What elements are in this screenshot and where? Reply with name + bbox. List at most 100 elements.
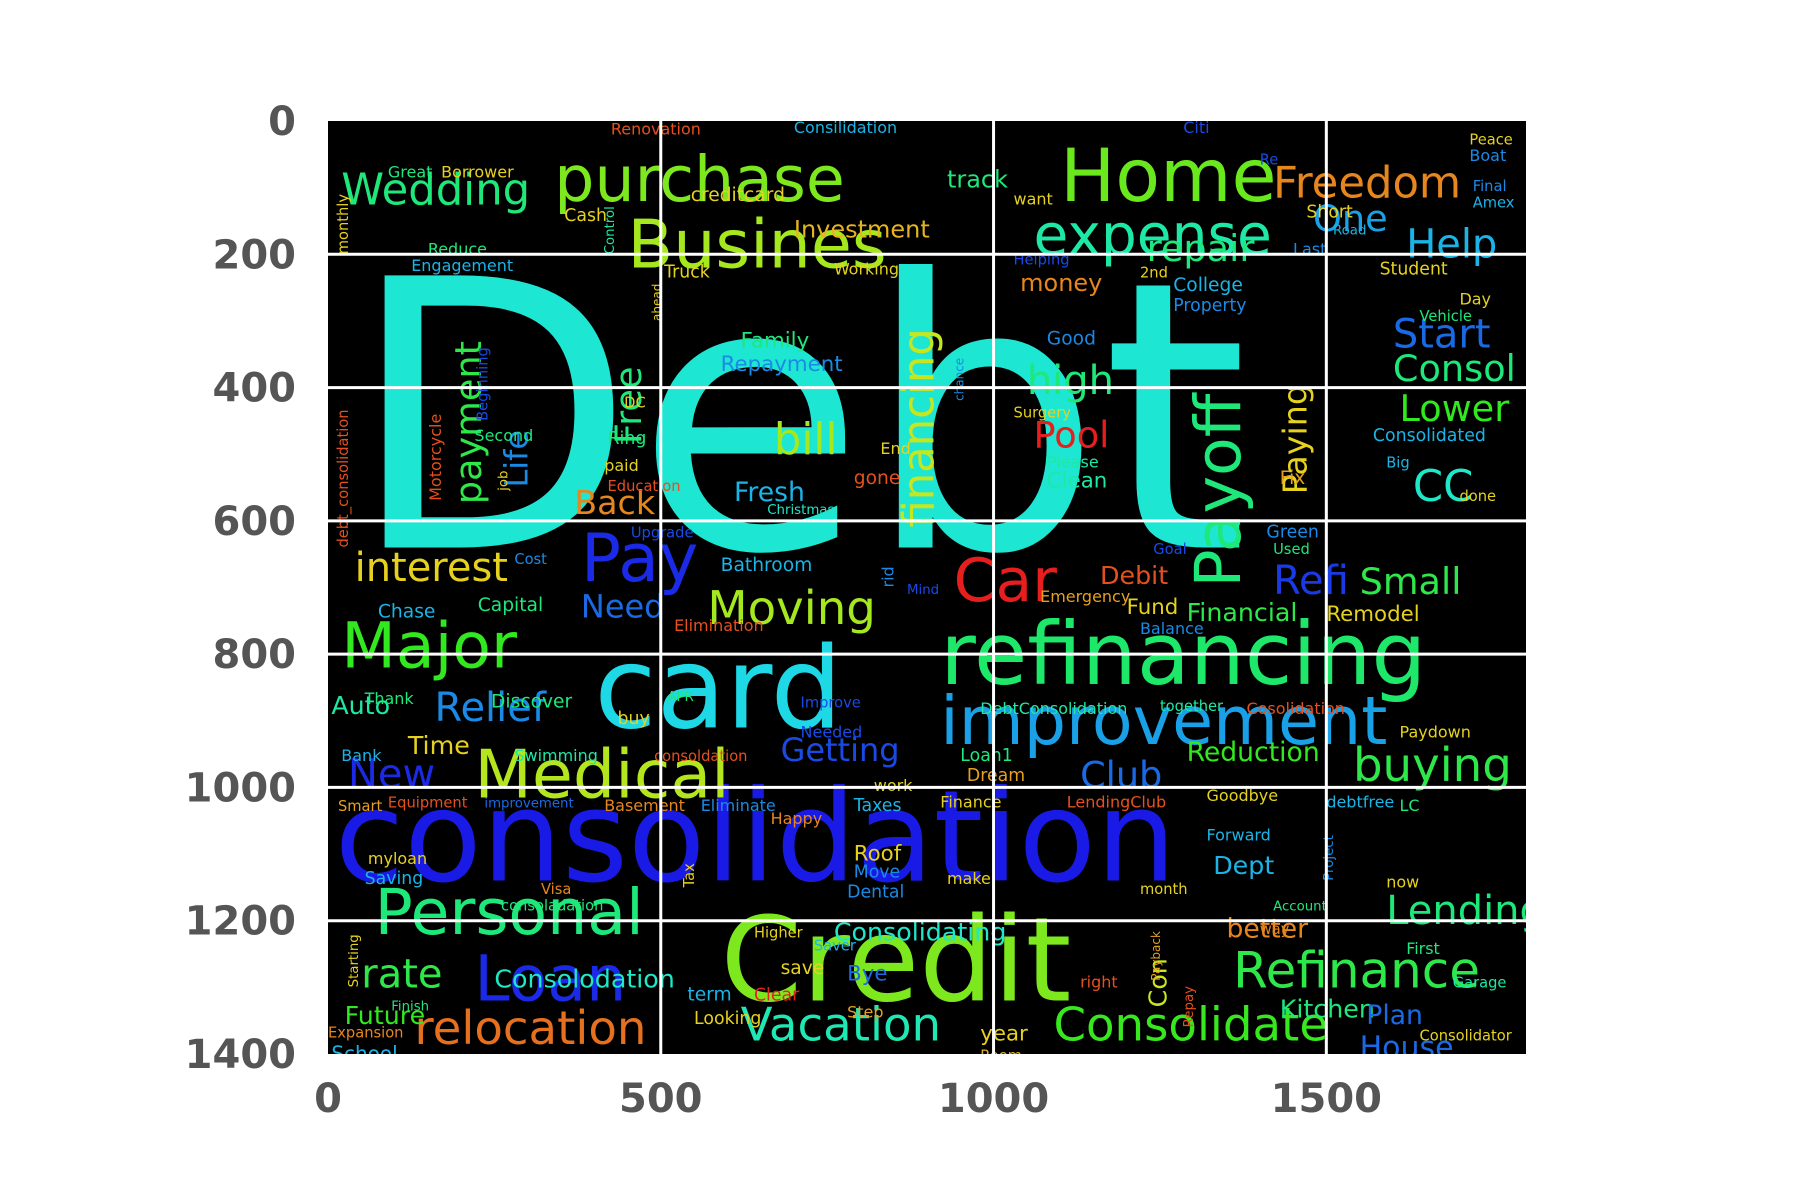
word-auto: Auto [331,690,390,720]
word-investment: Investment [794,216,930,244]
word-happy: Happy [771,809,823,828]
word-consolodation: Consolodation [494,963,674,993]
word-reduction: Reduction [1187,737,1320,768]
word-college: College [1173,275,1243,296]
word-work: work [874,776,913,795]
word-moving: Moving [707,582,876,636]
word-better: better [1227,913,1309,944]
word-payment: payment [447,341,490,504]
y-tick-label-200: 200 [213,232,297,278]
word-save: save [781,958,825,979]
word-citi: Citi [1183,118,1209,137]
y-tick-label-0: 0 [268,99,296,145]
word-bill: bill [774,415,838,465]
word-term: term [687,985,731,1006]
word-green: Green [1266,523,1318,543]
word-medical: Medical [474,735,729,813]
word-first: First [1406,939,1440,958]
word-dept: Dept [1213,850,1274,880]
x-tick-label-0: 0 [314,1076,342,1122]
word-borrower: Borrower [441,163,514,182]
word-forward: Forward [1207,826,1271,845]
word-financing: financing [895,328,945,527]
word-refinance: Refinance [1233,941,1480,999]
word-remodel: Remodel [1326,602,1419,627]
word-car: Car [954,546,1058,616]
word-repayment: Repayment [721,352,843,377]
word-lendingclub: LendingClub [1067,792,1166,811]
word-make: make [947,869,991,888]
word-mind: Mind [907,583,939,598]
y-tick-label-1200: 1200 [185,899,296,945]
word-education: Education [608,478,681,495]
word-taxes: Taxes [853,796,902,816]
word-finance: Finance [940,792,1001,811]
word-capital: Capital [478,595,543,616]
y-tick-label-1400: 1400 [185,1032,296,1078]
word-major: Major [341,608,518,682]
word-expansion: Expansion [328,1024,403,1041]
word-back: Back [574,483,656,522]
word-project: Project [1322,835,1337,881]
word-home: Home [1060,134,1276,219]
word-rate: rate [361,951,442,997]
word-life: Life [498,430,536,488]
word-expense: expense [1033,202,1271,268]
word-elimination: Elimination [674,616,764,635]
word-emergency: Emergency [1040,587,1130,606]
word-thank: Thank [364,689,415,708]
word-plan: Plan [1366,1000,1423,1031]
word-bank: Bank [341,746,382,765]
word-repay: Repay [1182,986,1197,1027]
word-final: Final [1473,178,1507,195]
word-club: Club [1080,753,1162,796]
word-want: want [1014,189,1053,208]
word-ring: Ring [608,429,647,449]
word-cosolidation: Cosolidation [1246,699,1345,718]
word-balance: Balance [1140,619,1204,638]
word-please: Please [1047,453,1099,472]
word-buy: buy [618,709,650,729]
word-apr: APR [667,690,693,705]
word-getting: Getting [781,731,900,769]
word-goal: Goal [1153,541,1186,558]
word-christmas: Christmas [767,503,834,518]
word-busines: Busines [628,206,887,284]
y-tick-label-800: 800 [213,632,297,678]
word-swimming: Swimming [514,746,598,765]
word-truck: Truck [663,263,710,283]
word-cash: Cash [564,206,607,226]
word-consol: Consol [1393,347,1516,390]
word-improvement: improvement [484,796,573,811]
x-tick-label-1500: 1500 [1271,1076,1382,1122]
word-step: Step [847,1002,883,1021]
word-purchase: purchase [554,142,845,216]
word-rid: rid [879,566,898,587]
word-eliminate: Eliminate [701,796,776,815]
word-dc: DC [624,395,646,412]
word-money: money [1020,269,1102,297]
word-credit: Credit [721,893,1072,1029]
word-short: Short [1306,203,1353,223]
word-cost: Cost [514,551,547,568]
word-improvement: improvement [940,682,1387,760]
word-consoldation: consoldation [654,748,747,765]
word-pool: Pool [1033,414,1109,457]
word-clean: Clean [1047,469,1107,494]
word-clear: Clear [754,986,800,1006]
word-debt: Debt [348,203,1248,637]
word-done: done [1459,488,1496,505]
word-vehicle: Vehicle [1420,308,1472,325]
word-fix: Fix [1280,468,1306,489]
word-account: Account [1273,900,1327,915]
y-tick-label-1000: 1000 [185,765,296,811]
word-buying: buying [1353,739,1512,793]
word-personal: Personal [375,875,644,949]
word-time: Time [407,730,470,760]
word-refi: Refi [1273,558,1349,604]
word-school: School [331,1042,397,1066]
word-paid: paid [604,456,639,475]
word-payoff: Payoff [1181,392,1255,587]
word-consoladation: consoladation [501,898,603,915]
